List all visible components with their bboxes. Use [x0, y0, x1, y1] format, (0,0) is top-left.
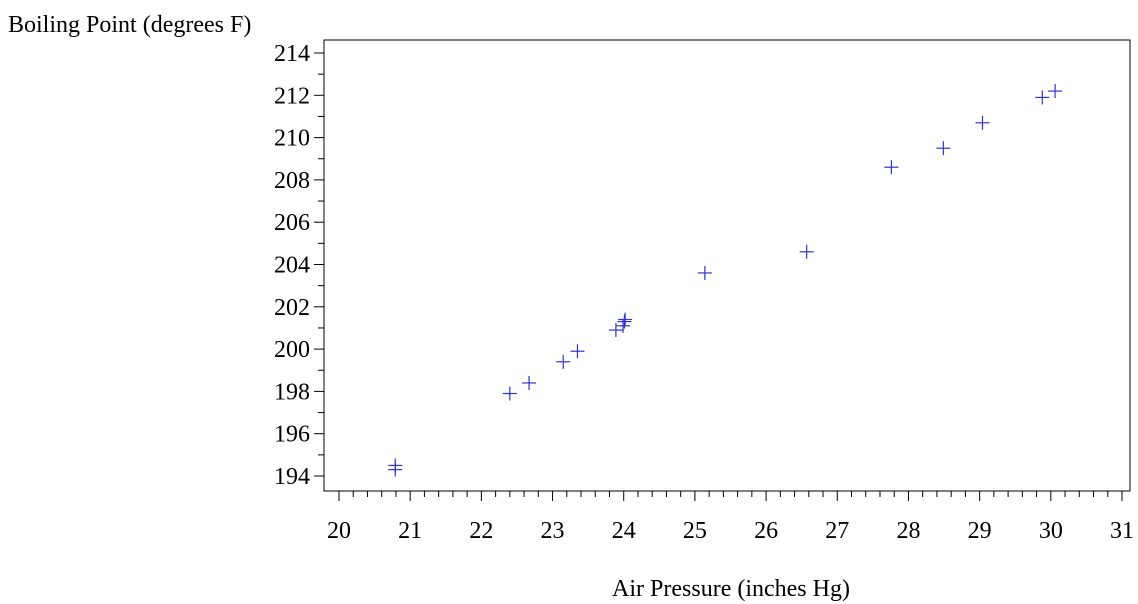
x-tick-label: 27	[825, 518, 849, 544]
x-tick-label: 28	[896, 518, 920, 544]
data-point	[936, 141, 951, 156]
data-point	[616, 318, 631, 333]
y-axis-label: Boiling Point (degrees F)	[8, 12, 251, 38]
y-tick-label: 194	[274, 464, 310, 490]
data-point	[556, 354, 571, 369]
data-point	[697, 265, 712, 280]
data-point	[608, 323, 623, 338]
data-point	[618, 312, 633, 327]
y-tick-label: 210	[274, 126, 310, 152]
x-tick-label: 20	[327, 518, 351, 544]
y-tick-label: 198	[274, 379, 310, 405]
x-tick-label: 22	[469, 518, 493, 544]
x-axis: 20 21 22 23 24 25 26 27 28 29 30 31	[327, 491, 1134, 544]
y-tick-label: 204	[274, 253, 310, 279]
x-tick-label: 25	[683, 518, 707, 544]
data-point	[1048, 84, 1063, 99]
y-tick-label: 208	[274, 168, 310, 194]
x-axis-label: Air Pressure (inches Hg)	[612, 576, 850, 602]
x-tick-label: 26	[754, 518, 778, 544]
y-axis: 194 196 198 200 202 204 206 208 210 212 214	[274, 41, 324, 490]
data-point	[884, 160, 899, 175]
y-tick-label: 206	[274, 210, 310, 236]
x-tick-label: 23	[541, 518, 565, 544]
data-point	[617, 314, 632, 329]
x-tick-label: 24	[612, 518, 636, 544]
data-point	[975, 115, 990, 130]
data-points	[388, 84, 1063, 477]
data-point	[522, 375, 537, 390]
y-tick-label: 212	[274, 83, 310, 109]
data-point	[570, 344, 585, 359]
data-point	[799, 244, 814, 259]
y-tick-label: 196	[274, 422, 310, 448]
data-point	[502, 386, 517, 401]
x-tick-label: 21	[398, 518, 422, 544]
data-point	[388, 462, 403, 477]
y-tick-label: 202	[274, 295, 310, 321]
x-tick-label: 31	[1110, 518, 1134, 544]
x-tick-label: 30	[1039, 518, 1063, 544]
data-point	[1035, 90, 1050, 105]
y-tick-label: 200	[274, 337, 310, 363]
x-tick-label: 29	[968, 518, 992, 544]
y-tick-label: 214	[274, 41, 310, 67]
plot-frame	[323, 39, 1131, 492]
